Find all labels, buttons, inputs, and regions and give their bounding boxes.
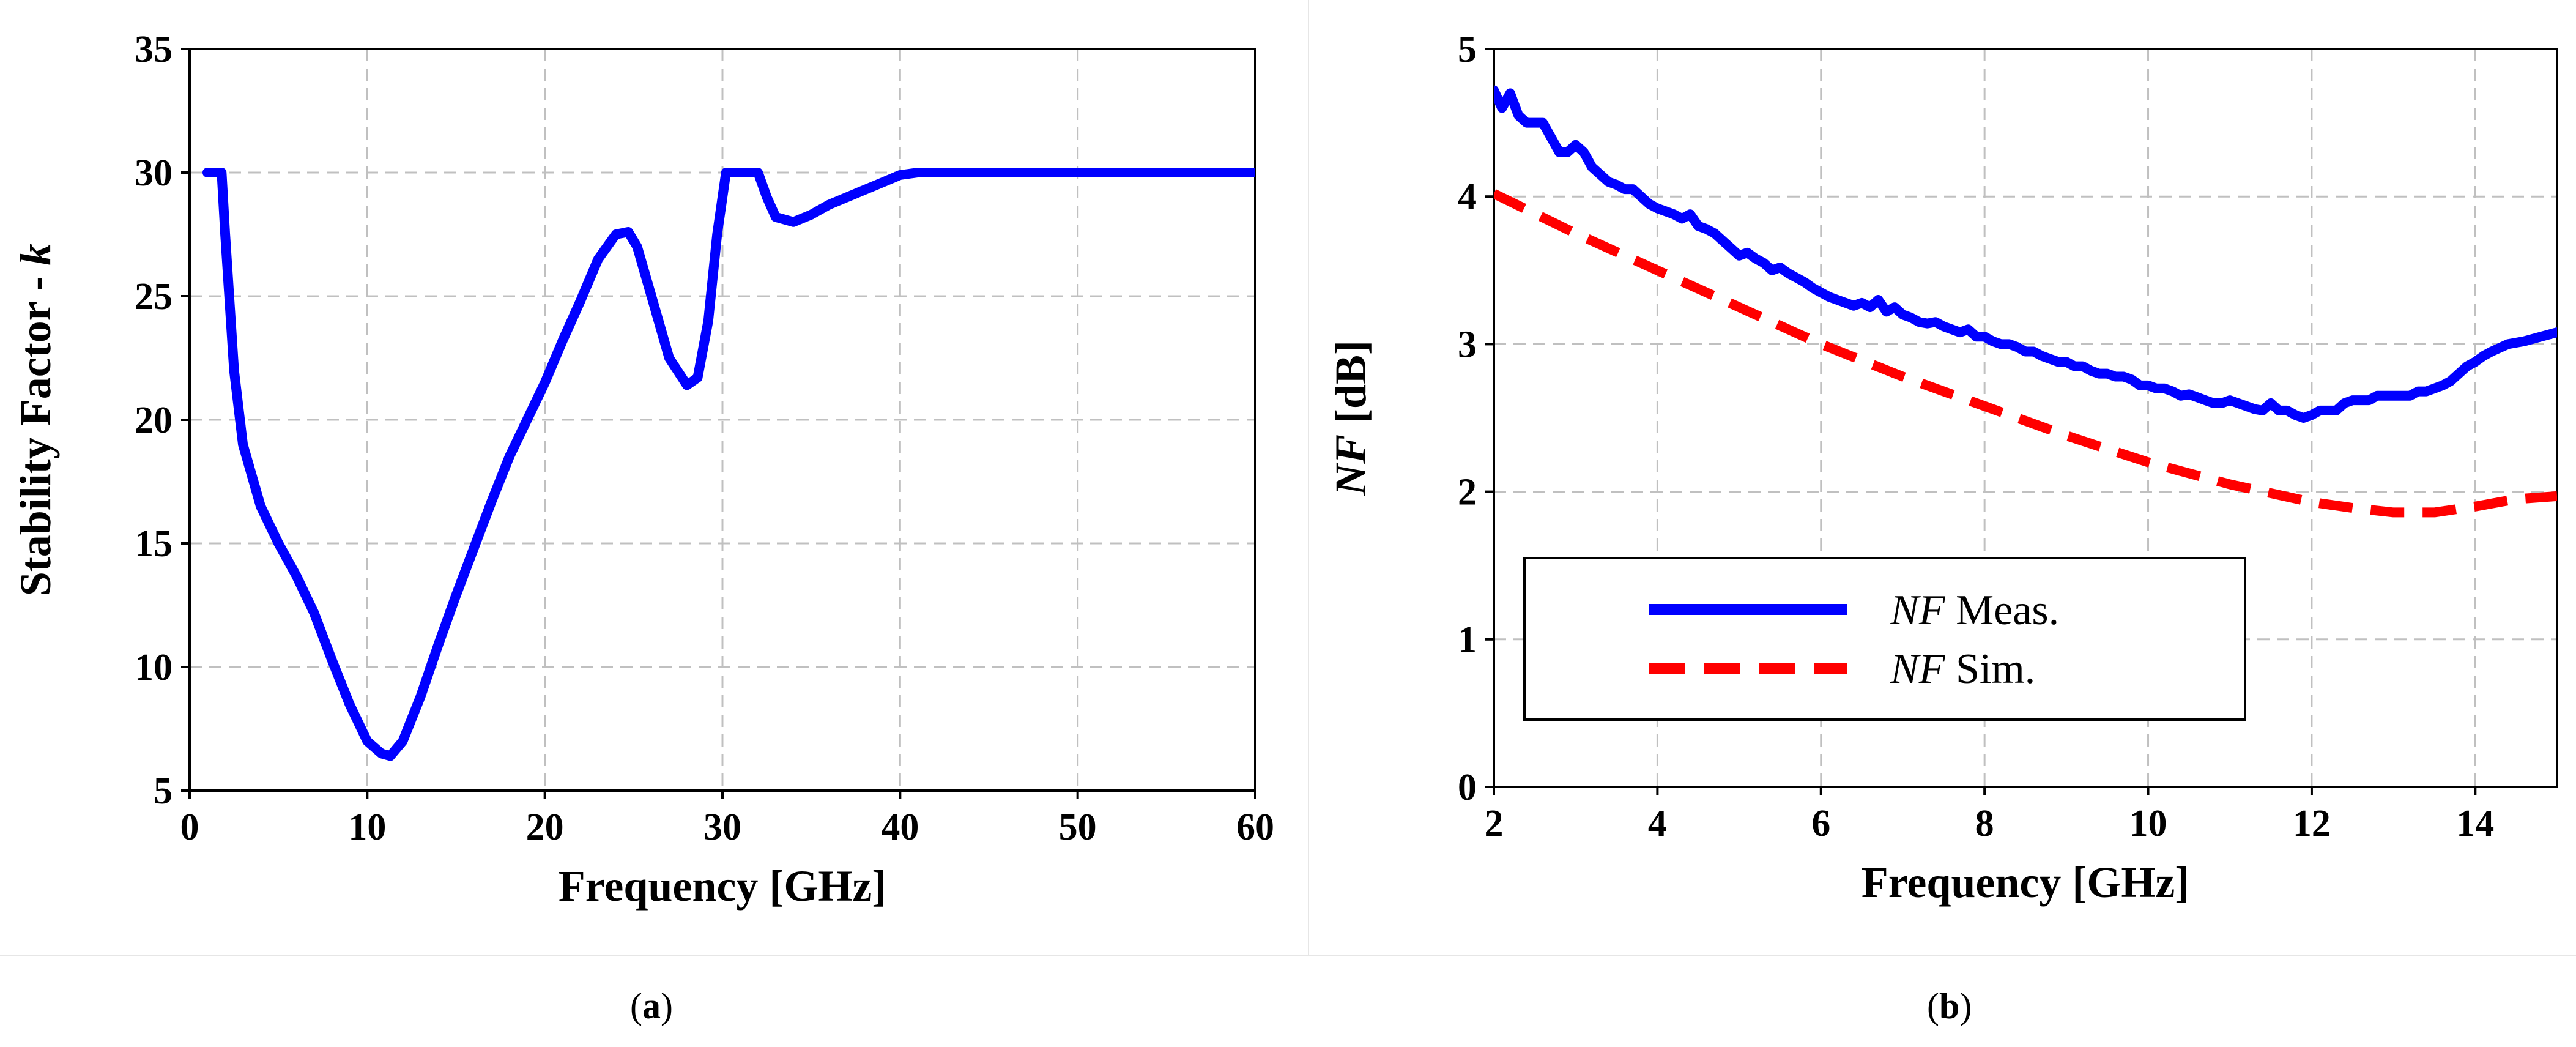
x-axis-title: Frequency [GHz]: [559, 862, 887, 911]
x-axis-title: Frequency [GHz]: [1861, 858, 2190, 907]
y-tick-label: 20: [135, 400, 173, 441]
x-tick-label: 14: [2456, 803, 2494, 844]
y-axis-title: NF [dB]: [1326, 340, 1375, 496]
legend: NF Meas. NF Sim.: [1523, 557, 2246, 721]
x-tick-label: 10: [348, 807, 386, 848]
plot-frame: [1493, 48, 2558, 788]
caption-divider: [0, 955, 2576, 956]
x-tick-label: 8: [1975, 803, 1994, 844]
y-axis-title: Stability Factor - k: [11, 244, 60, 597]
y-tick-label: 5: [154, 770, 173, 812]
x-tick-label: 20: [526, 807, 564, 848]
legend-label-meas: NF Meas.: [1890, 587, 2059, 634]
y-tick-label: 35: [135, 29, 173, 70]
caption-b: (b): [1927, 986, 1972, 1026]
y-axis-title-main: Stability Factor -: [11, 266, 60, 597]
x-tick-label: 30: [703, 807, 741, 848]
y-tick-label: 30: [135, 152, 173, 194]
x-tick-label: 12: [2293, 803, 2331, 844]
panel-divider: [1308, 0, 1309, 955]
y-tick-label: 10: [135, 647, 173, 688]
y-tick-label: 15: [135, 523, 173, 565]
caption-a: (a): [630, 986, 673, 1026]
y-axis-title-main: [dB]: [1326, 340, 1375, 434]
y-tick-label: 4: [1458, 176, 1477, 218]
chart-a: 0 10 20 30 40 50 60 5 10 15 20 25 30 35 Frequency [GHz…: [11, 29, 1274, 911]
series-line-meas: [1494, 85, 2557, 423]
y-axis-title-italic: NF: [1326, 434, 1375, 496]
legend-label-sim: NF Sim.: [1890, 646, 2035, 693]
x-tick-label: 6: [1811, 803, 1830, 844]
x-tick-label: 10: [2129, 803, 2167, 844]
y-tick-label: 1: [1458, 619, 1477, 661]
x-tick-label: 50: [1059, 807, 1097, 848]
x-tick-label: 2: [1485, 803, 1504, 844]
x-tick-label: 0: [180, 807, 199, 848]
legend-box: [1523, 557, 2246, 721]
x-tick-label: 40: [881, 807, 919, 848]
series-line-k: [202, 168, 1255, 761]
y-tick-label: 5: [1458, 29, 1477, 70]
x-tick-label: 4: [1648, 803, 1667, 844]
y-tick-label: 2: [1458, 472, 1477, 513]
series-line-sim: [1494, 189, 2557, 518]
y-axis-title-italic: k: [11, 244, 60, 266]
y-tick-label: 3: [1458, 324, 1477, 365]
y-tick-label: 25: [135, 276, 173, 318]
y-tick-label: 0: [1458, 767, 1477, 808]
x-tick-label: 60: [1236, 807, 1274, 848]
